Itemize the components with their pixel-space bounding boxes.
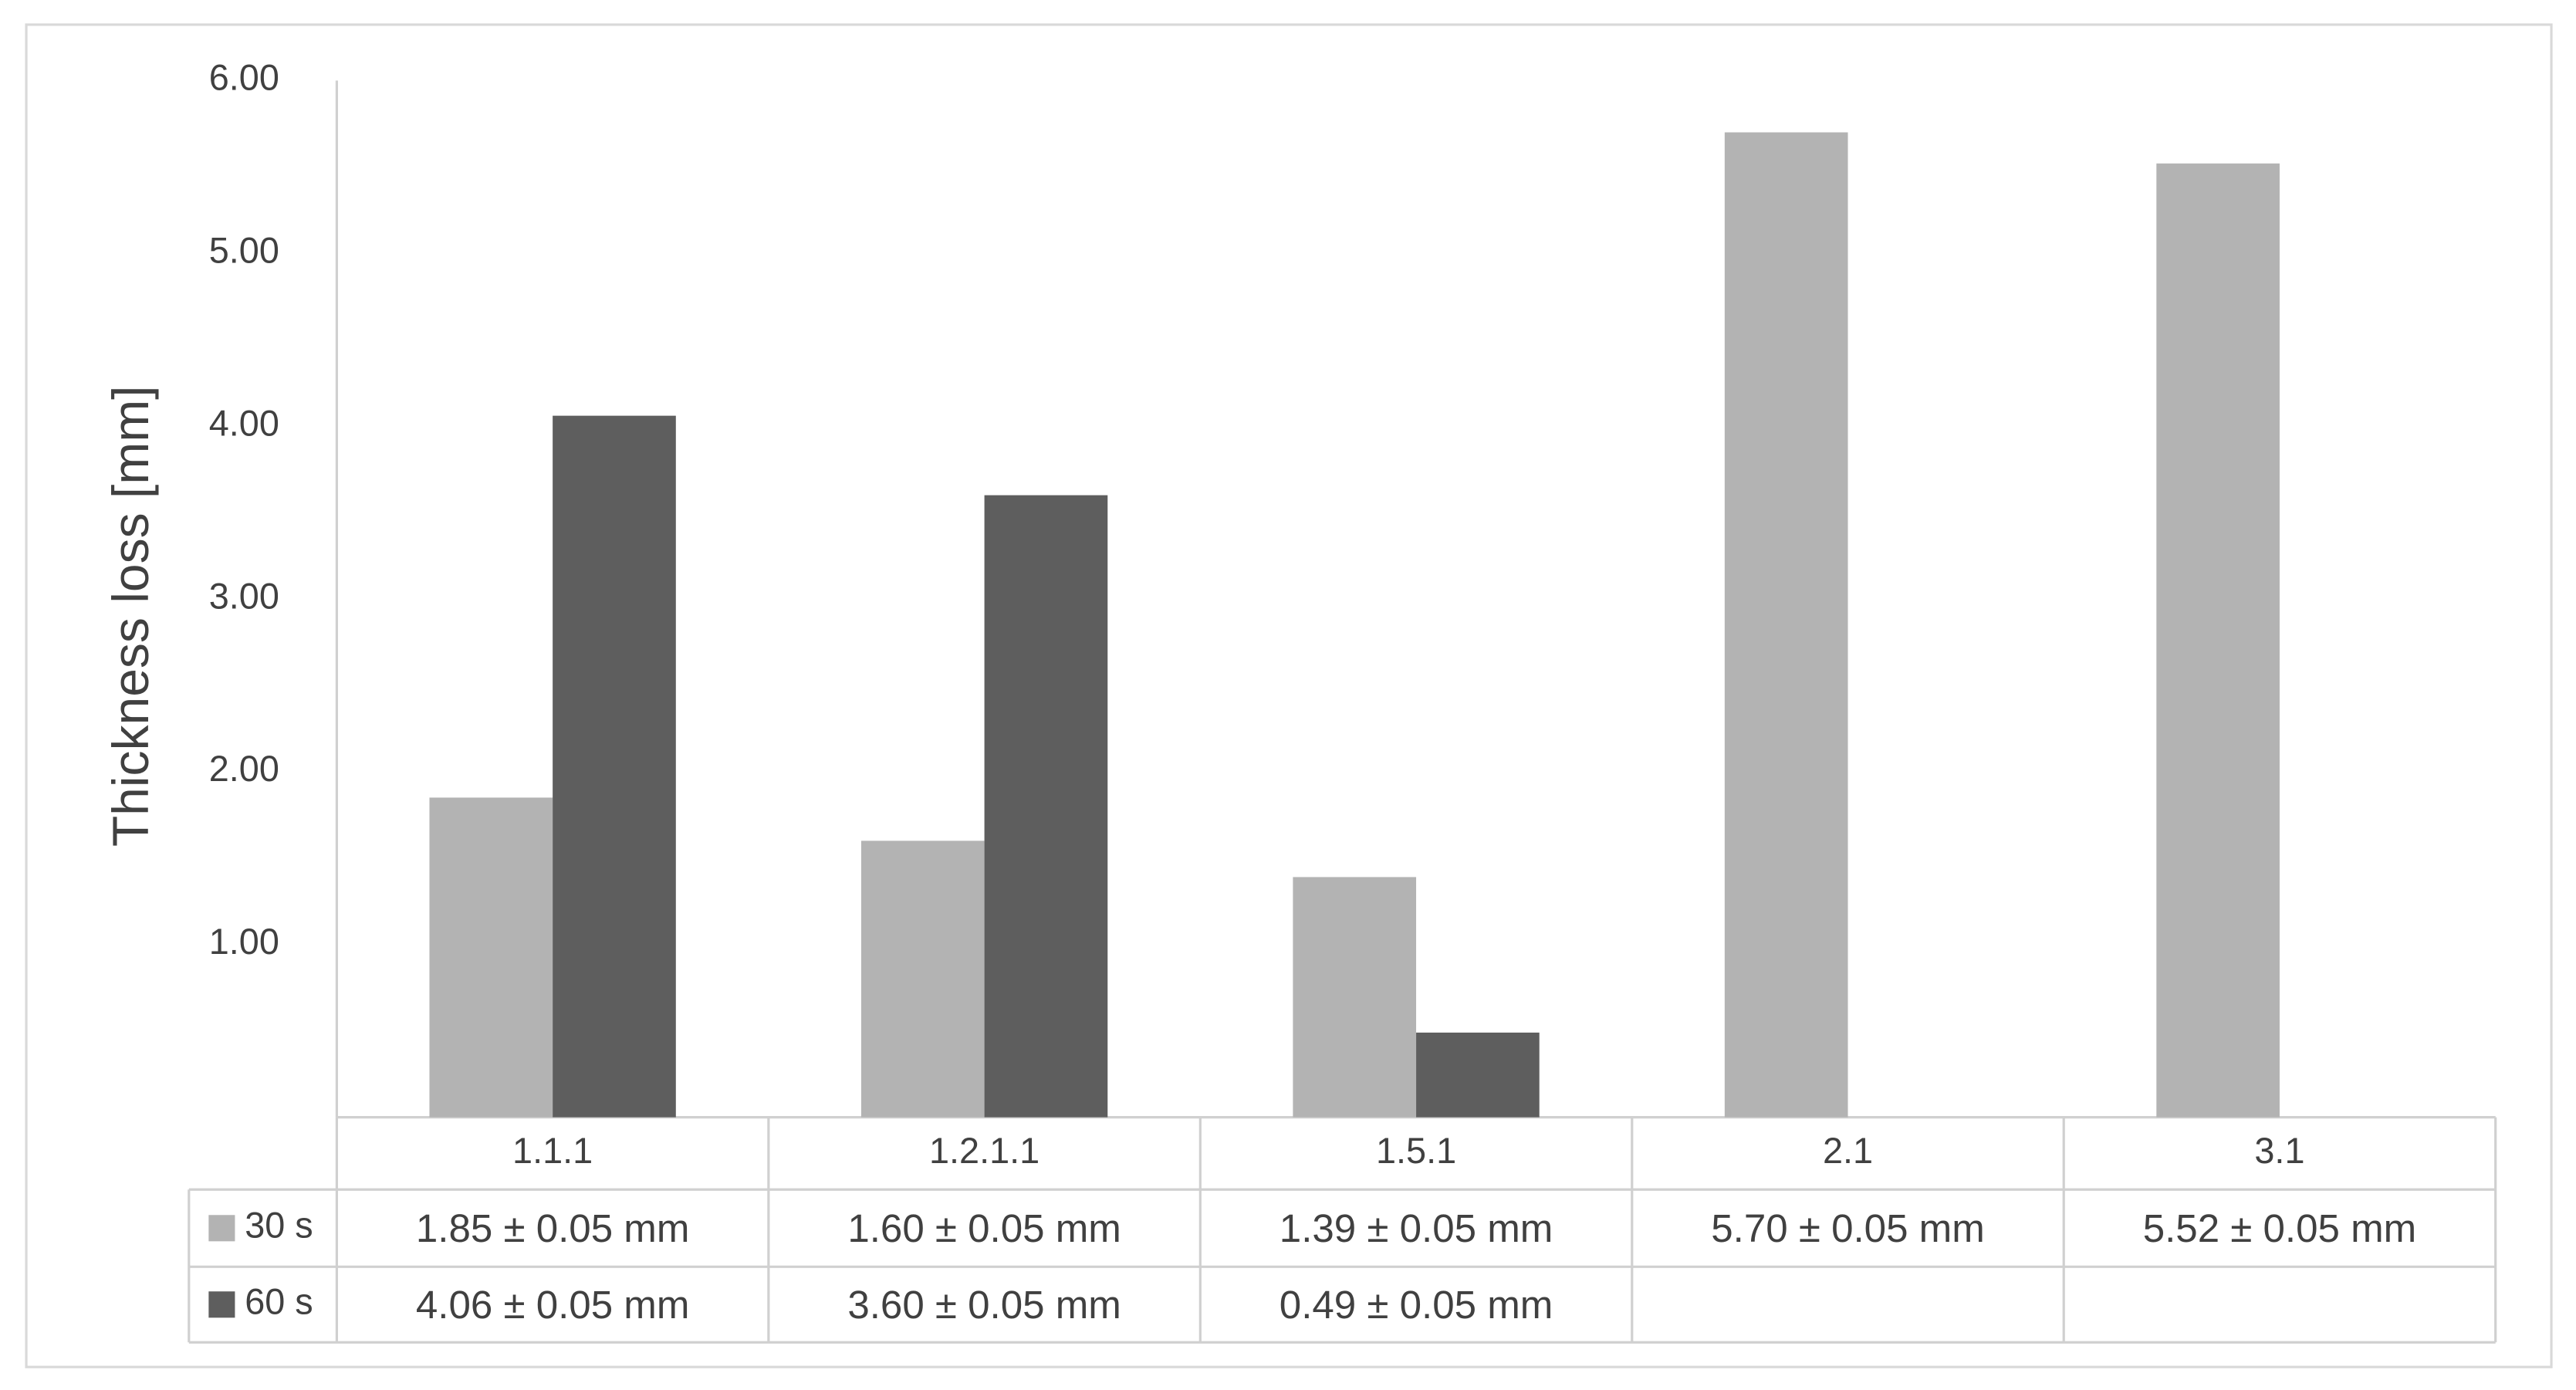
data-table-cell: 0.49 ± 0.05 mm bbox=[1280, 1283, 1553, 1327]
chart-border bbox=[25, 23, 2553, 1368]
bar bbox=[553, 415, 676, 1118]
data-table-cell: 1.85 ± 0.05 mm bbox=[416, 1206, 690, 1250]
bar bbox=[2156, 163, 2280, 1118]
legend-label: 30 s bbox=[245, 1206, 313, 1246]
legend-swatch bbox=[208, 1215, 235, 1242]
y-tick-label: 4.00 bbox=[209, 403, 279, 443]
bar bbox=[1293, 877, 1417, 1118]
x-tick-label: 1.5.1 bbox=[1376, 1131, 1456, 1171]
data-table-cell: 4.06 ± 0.05 mm bbox=[416, 1283, 690, 1327]
data-table-cell: 1.60 ± 0.05 mm bbox=[847, 1206, 1121, 1250]
data-table-cell: 3.60 ± 0.05 mm bbox=[847, 1283, 1121, 1327]
y-tick-label: 5.00 bbox=[209, 231, 279, 271]
x-tick-label: 1.1.1 bbox=[512, 1131, 593, 1171]
x-tick-label: 1.2.1.1 bbox=[929, 1131, 1040, 1171]
bar bbox=[860, 840, 985, 1118]
x-tick-label: 3.1 bbox=[2254, 1131, 2304, 1171]
bar bbox=[1416, 1032, 1540, 1118]
y-tick-label: 3.00 bbox=[209, 576, 279, 616]
legend-label: 60 s bbox=[245, 1282, 313, 1322]
data-table-cell: 5.70 ± 0.05 mm bbox=[1711, 1206, 1985, 1250]
y-tick-label: 2.00 bbox=[209, 749, 279, 789]
bar bbox=[984, 495, 1108, 1118]
x-tick-label: 2.1 bbox=[1823, 1131, 1873, 1171]
y-tick-label: 1.00 bbox=[209, 922, 279, 962]
data-table-cell: 1.39 ± 0.05 mm bbox=[1280, 1206, 1553, 1250]
bar bbox=[429, 797, 553, 1118]
y-tick-label: 6.00 bbox=[209, 58, 279, 98]
legend-swatch bbox=[208, 1291, 235, 1318]
bar bbox=[1724, 132, 1848, 1118]
y-axis-title: Thickness loss [mm] bbox=[102, 385, 159, 847]
data-table-cell: 5.52 ± 0.05 mm bbox=[2143, 1206, 2417, 1250]
